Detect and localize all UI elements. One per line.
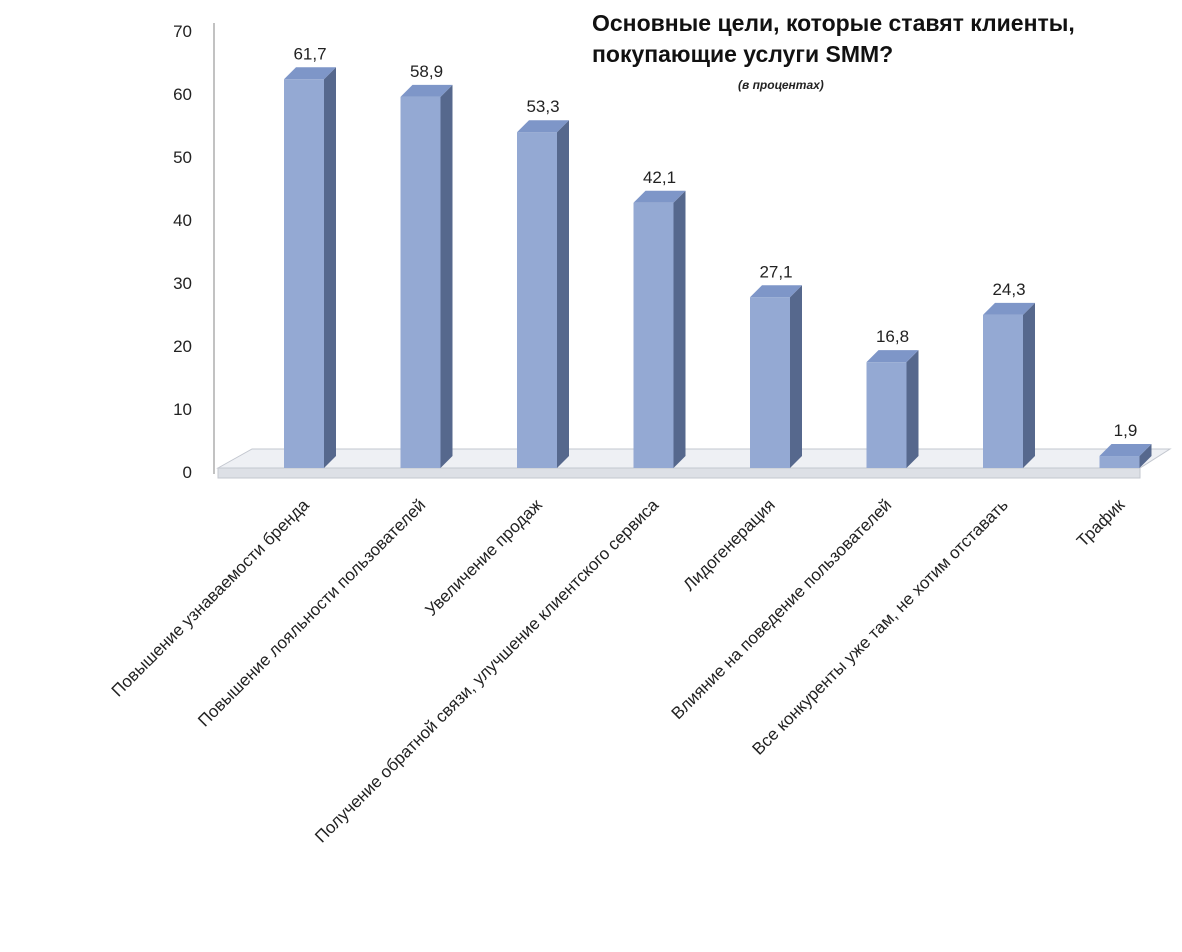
bar-side: [440, 84, 453, 469]
data-label: 16,8: [876, 327, 909, 346]
y-tick-label: 40: [173, 211, 192, 230]
bar-side: [673, 190, 686, 468]
x-tick-label: Повышение узнаваемости бренда: [108, 495, 313, 700]
bar-front: [517, 132, 557, 468]
bar-front: [983, 314, 1023, 468]
data-label: 61,7: [293, 44, 326, 63]
bar: [1099, 444, 1152, 468]
x-tick-label: Влияние на поведение пользователей: [668, 495, 896, 723]
y-tick-label: 70: [173, 22, 192, 41]
data-label: 42,1: [643, 168, 676, 187]
x-tick-label: Трафик: [1073, 495, 1129, 551]
bar-top: [517, 120, 569, 133]
chart-floor-front: [217, 467, 1141, 479]
bar: [866, 350, 919, 468]
data-label: 53,3: [526, 97, 559, 116]
bar-top: [750, 285, 802, 298]
y-tick-label: 10: [173, 400, 192, 419]
data-label: 1,9: [1114, 421, 1138, 440]
bar: [983, 302, 1035, 468]
bar: [517, 120, 569, 469]
chart-title-line-1: Основные цели, которые ставят клиенты,: [592, 10, 1075, 36]
bar-side: [790, 285, 802, 468]
bar-top: [866, 350, 919, 363]
y-tick-label: 0: [183, 463, 192, 482]
chart-title: Основные цели, которые ставят клиенты, п…: [592, 8, 1178, 70]
bar: [400, 84, 453, 469]
y-tick-label: 60: [173, 85, 192, 104]
x-tick-label: Увеличение продаж: [421, 495, 546, 620]
data-label: 58,9: [410, 62, 443, 81]
bar-side: [324, 67, 336, 468]
y-tick-label: 50: [173, 148, 192, 167]
chart-subtitle: (в процентах): [738, 78, 824, 92]
x-tick-label: Повышение лояльности пользователей: [194, 495, 429, 730]
y-tick-label: 20: [173, 337, 192, 356]
bar: [284, 67, 336, 468]
y-tick-label: 30: [173, 274, 192, 293]
bar-front: [866, 362, 907, 468]
x-tick-label: Все конкуренты уже там, не хотим отстава…: [749, 495, 1012, 758]
bar-side: [906, 350, 919, 468]
bar-top: [633, 190, 686, 203]
bar-side: [557, 120, 569, 469]
bar-top: [1099, 444, 1152, 457]
bar-front: [284, 79, 324, 468]
chart-title-line-2: покупающие услуги SMM?: [592, 41, 894, 67]
bar-top: [983, 302, 1035, 315]
bar: [633, 190, 686, 468]
bar-front: [633, 202, 674, 468]
bar-side: [1023, 302, 1035, 468]
bar-front: [1099, 456, 1140, 468]
data-label: 24,3: [992, 280, 1025, 299]
x-tick-label: Лидогенерация: [679, 495, 778, 594]
bar-top: [284, 67, 336, 80]
bar-front: [400, 96, 441, 469]
bar-front: [750, 297, 790, 468]
bar-top: [400, 84, 453, 97]
bar-side: [1139, 444, 1152, 468]
data-label: 27,1: [759, 262, 792, 281]
bar: [750, 285, 802, 468]
